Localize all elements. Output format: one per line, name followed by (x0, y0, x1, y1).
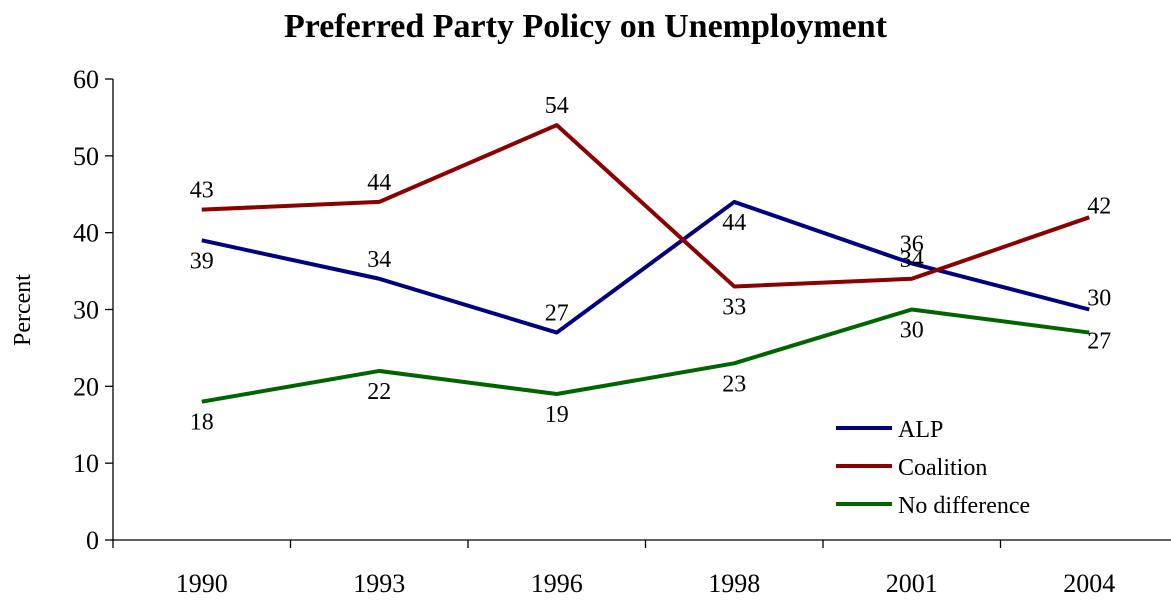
legend-label: ALP (898, 417, 943, 443)
data-label: 34 (367, 247, 391, 273)
data-label: 23 (722, 371, 746, 397)
x-tick-label: 2004 (1063, 569, 1115, 598)
data-label: 43 (190, 178, 214, 204)
x-tick-label: 1990 (176, 569, 228, 598)
x-tick-label: 2001 (886, 569, 938, 598)
data-label: 27 (545, 301, 569, 327)
data-label: 30 (900, 318, 924, 344)
x-tick-label: 1998 (708, 569, 760, 598)
legend-label: No difference (898, 493, 1030, 519)
data-label: 19 (545, 402, 569, 428)
data-label: 44 (722, 210, 746, 236)
chart-title: Preferred Party Policy on Unemployment (283, 8, 888, 45)
legend: ALP Coalition No difference (836, 417, 1030, 519)
data-label: 18 (190, 410, 214, 436)
data-label: 44 (367, 170, 391, 196)
axes: 0 10 20 30 40 50 60 1990 1993 1996 1998 2001 2004 (73, 65, 1171, 598)
data-label: 54 (545, 93, 569, 119)
x-tick-label: 1996 (531, 569, 583, 598)
series-line-alp (201, 199, 1090, 335)
y-tick-label: 20 (73, 372, 99, 401)
data-label: 36 (900, 231, 924, 257)
series-line-no-difference (201, 307, 1090, 404)
y-tick-label: 60 (73, 65, 99, 94)
data-label: 27 (1087, 329, 1111, 355)
y-tick-label: 30 (73, 296, 99, 325)
data-label: 42 (1087, 193, 1111, 219)
data-label: 34 (900, 247, 924, 273)
series-line-coalition (201, 123, 1090, 289)
data-label: 39 (190, 248, 214, 274)
y-tick-label: 40 (73, 219, 99, 248)
x-tick-label: 1993 (353, 569, 405, 598)
y-tick-label: 50 (73, 142, 99, 171)
y-axis-label: Percent (10, 274, 36, 346)
data-labels: 39 34 27 44 36 30 43 44 54 33 34 42 18 22 19 23 30 27 (190, 93, 1112, 436)
y-tick-label: 0 (86, 526, 99, 555)
y-tick-label: 10 (73, 449, 99, 478)
series-lines (201, 123, 1090, 404)
data-label: 22 (367, 379, 391, 405)
data-label: 30 (1087, 286, 1111, 312)
legend-label: Coalition (898, 455, 987, 481)
data-label: 33 (722, 294, 746, 320)
